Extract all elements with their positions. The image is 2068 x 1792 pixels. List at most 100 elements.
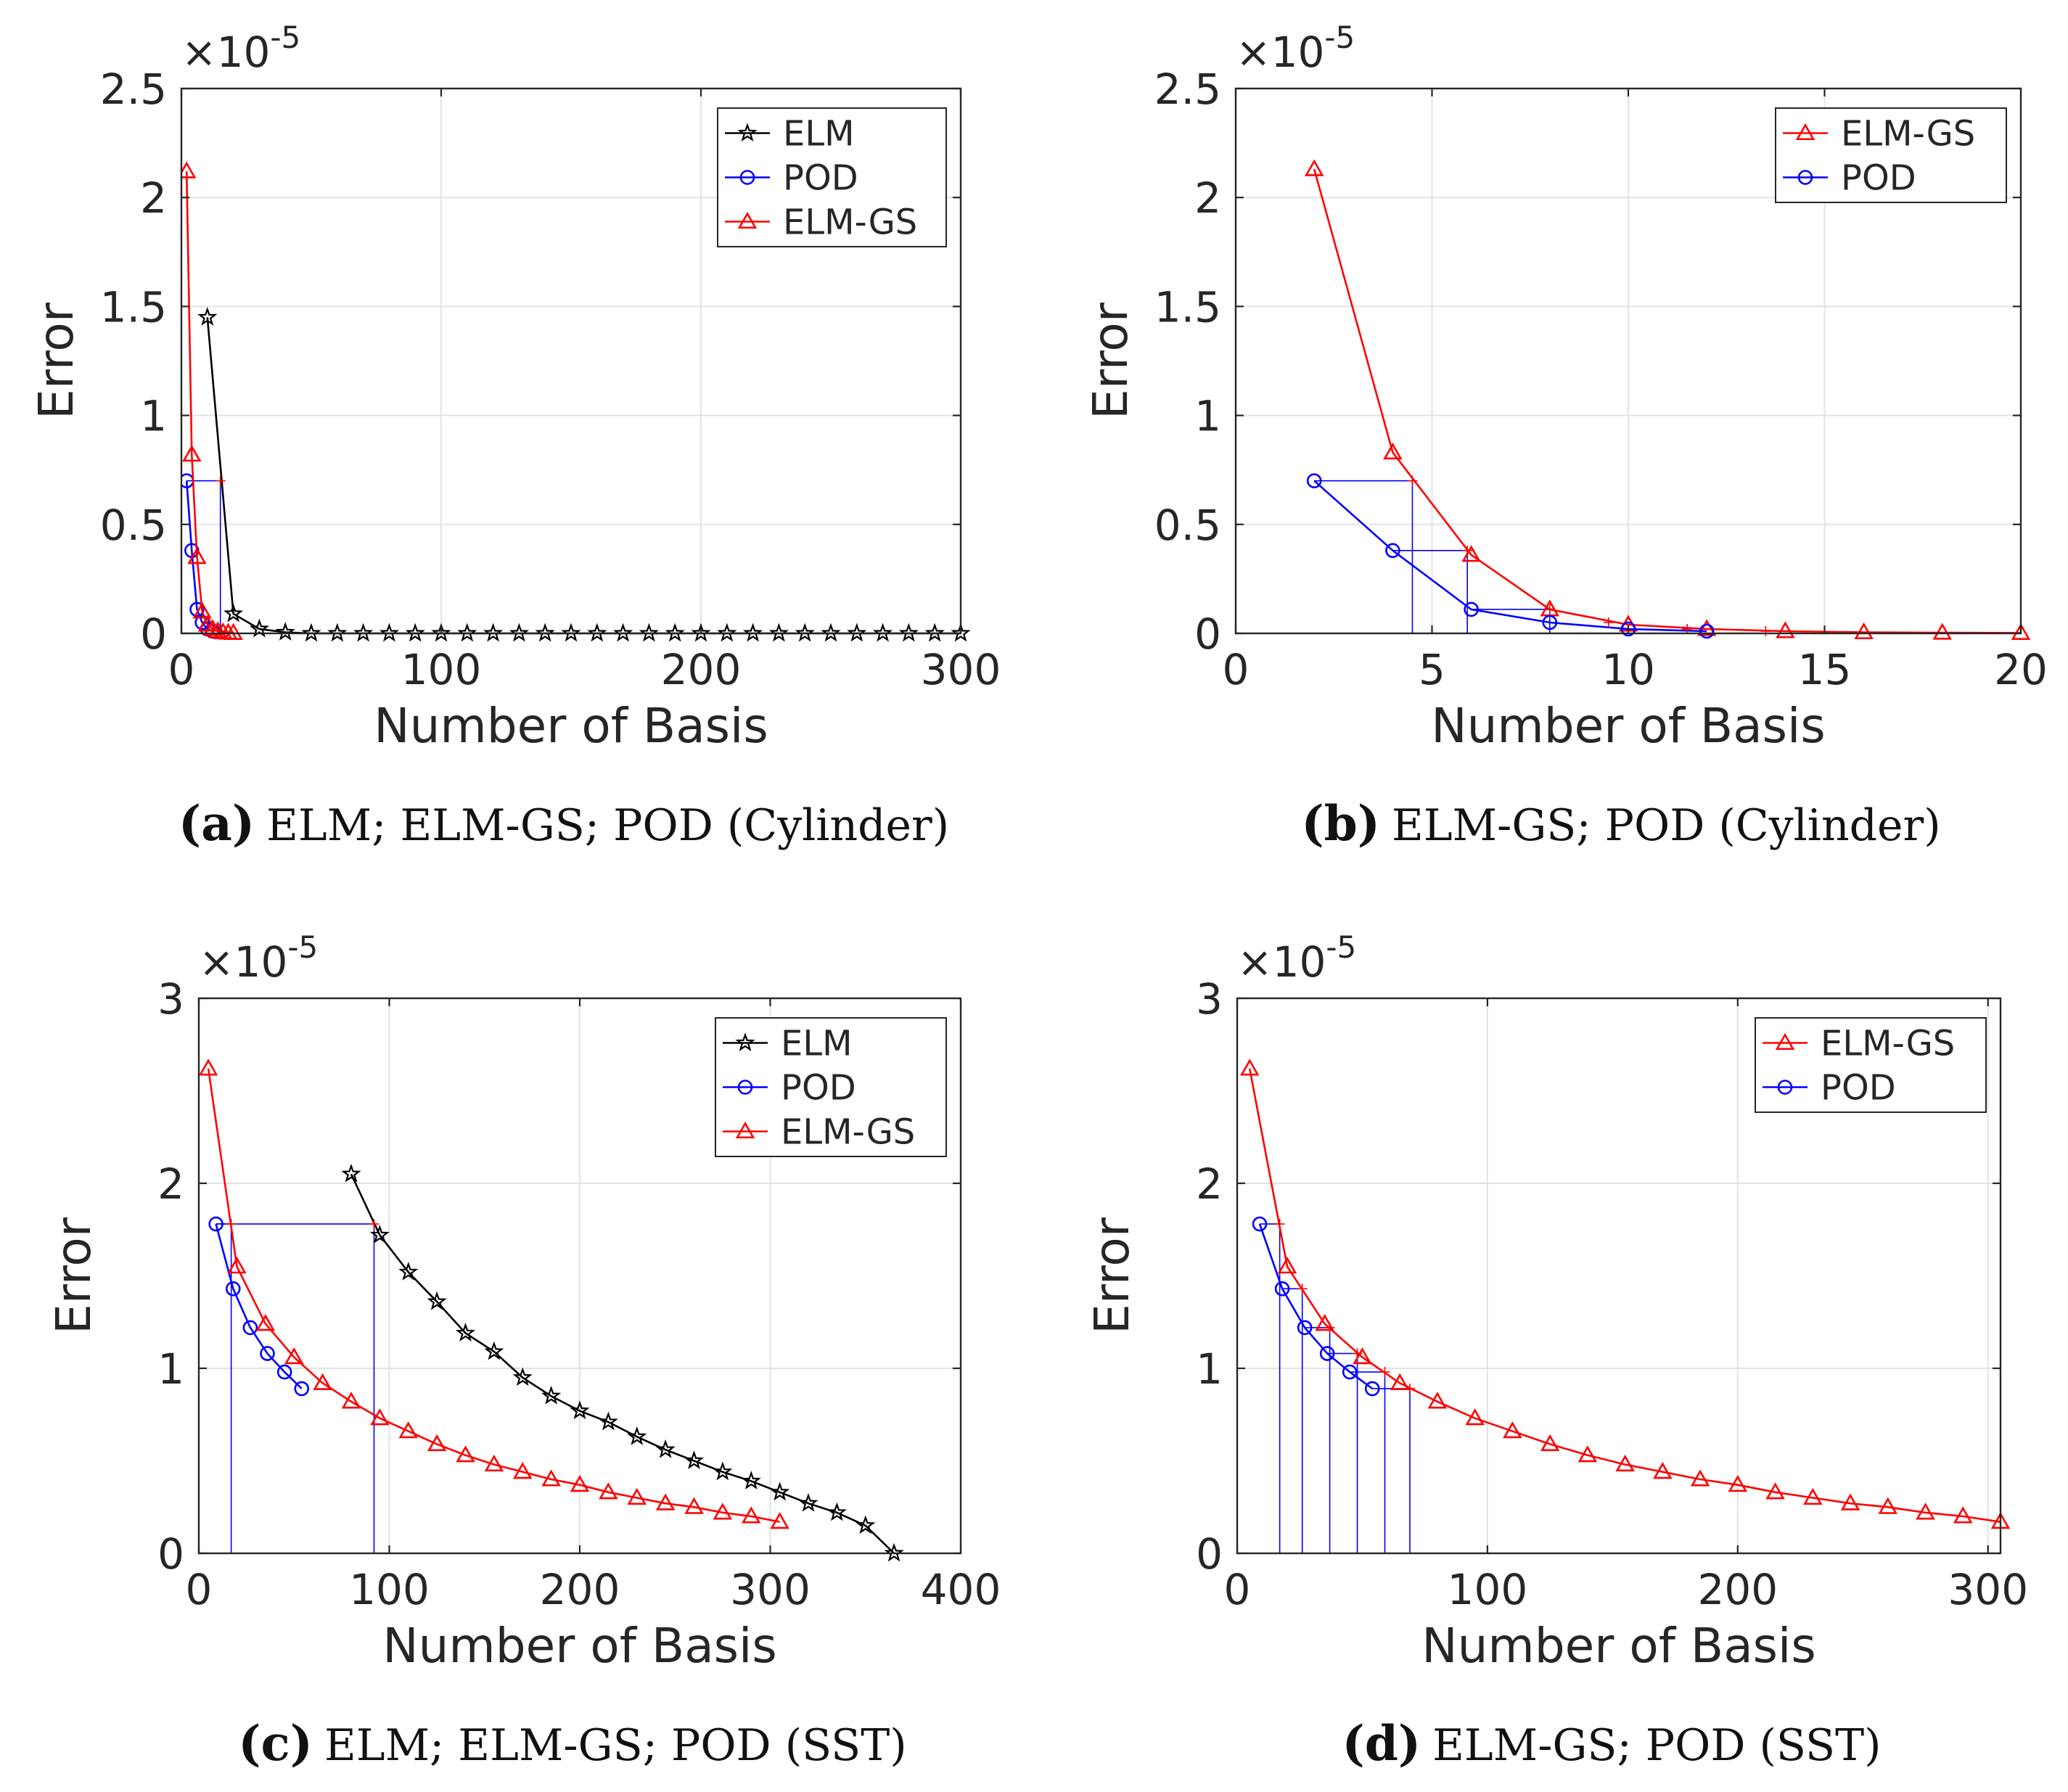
legend-item-elm-gs: ELM-GS (725, 202, 917, 243)
data-point-elm-gs (713, 1503, 733, 1520)
y-tick-label: 0 (1194, 609, 1221, 659)
data-point-elm-gs (192, 601, 212, 619)
data-point-elm (884, 1542, 904, 1562)
data-point-elm (713, 1461, 733, 1481)
guide-mark (1379, 1367, 1390, 1378)
exponent-power: -5 (287, 929, 318, 965)
data-point-pod (1252, 1216, 1268, 1232)
guide-mark (369, 1219, 379, 1230)
data-point-elm (655, 1439, 676, 1458)
legend-label: ELM (783, 114, 854, 155)
data-point-elm-gs (1615, 1454, 1635, 1472)
data-point-pod (1699, 623, 1715, 639)
guide-mark (1682, 623, 1693, 634)
data-point-elm-gs (255, 1314, 276, 1331)
caption-letter: (c) (238, 1715, 313, 1772)
series-line-elm (206, 317, 961, 635)
data-point-elm (369, 1225, 390, 1244)
legend-item-pod: POD (1763, 1068, 1896, 1109)
data-point-pod (189, 601, 205, 617)
legend-marker (737, 123, 758, 142)
guide-mark (1462, 545, 1473, 556)
data-point-elm-gs (1240, 1059, 1260, 1076)
caption: (b) ELM-GS; POD (Cylinder) (1301, 795, 1940, 852)
data-point-elm-gs (1878, 1497, 1898, 1514)
series-line-elm-gs (1248, 1068, 2001, 1523)
data-point-pod (1620, 621, 1636, 637)
exponent-label: ×10-5 (181, 20, 300, 77)
data-point-elm-gs (456, 1445, 475, 1463)
exponent-label: ×10-5 (199, 929, 318, 987)
data-point-pod (242, 1320, 258, 1336)
guide-mark (1760, 625, 1771, 636)
legend-marker (1775, 1032, 1795, 1051)
data-point-pod (294, 1381, 310, 1397)
data-point-elm (795, 622, 815, 642)
data-point-elm-gs (570, 1475, 590, 1492)
y-tick-label: 3 (1196, 974, 1223, 1024)
data-point-elm-gs (742, 1506, 761, 1524)
caption: (c) ELM; ELM-GS; POD (SST) (238, 1715, 906, 1772)
x-tick-label: 100 (1448, 1565, 1528, 1614)
legend-marker (1777, 1080, 1793, 1095)
legend-marker (737, 211, 758, 229)
data-point-elm-gs (208, 621, 228, 638)
y-tick-label: 2 (1196, 1159, 1223, 1209)
chart-c: 0 100 200 300 400 0 1 2 3 ×10-5 Number of Basis Err… (46, 929, 1001, 1772)
data-point-elm-gs (1803, 1487, 1823, 1505)
x-tick-label: 0 (168, 645, 195, 694)
legend-marker (1795, 123, 1815, 141)
data-point-elm (612, 622, 633, 642)
data-point-elm-gs (684, 1497, 704, 1514)
guide-mark (1352, 1348, 1363, 1359)
data-point-elm-gs (1953, 1506, 1973, 1524)
data-point-elm-gs (1696, 619, 1717, 636)
data-point-elm-gs (187, 547, 207, 564)
data-point-elm (301, 622, 321, 642)
series-line-pod (1313, 480, 1707, 633)
guide-mark (1404, 1384, 1415, 1394)
data-point-elm-gs (1315, 1314, 1334, 1331)
y-tick-label: 1 (1194, 392, 1221, 441)
x-tick-label: 0 (1224, 1565, 1251, 1614)
y-tick-label: 2 (1194, 173, 1221, 223)
data-point-elm-gs (1690, 1469, 1710, 1487)
y-tick-label: 1 (1196, 1344, 1223, 1394)
data-point-elm-gs (1353, 1347, 1372, 1365)
series-line-pod (1258, 1223, 1374, 1390)
data-point-elm-gs (199, 1059, 218, 1076)
caption-letter: (a) (179, 795, 255, 852)
y-axis-label: Error (46, 1217, 102, 1334)
data-point-elm-gs (1390, 1373, 1410, 1390)
legend-label: POD (1841, 158, 1916, 199)
data-point-elm (570, 1400, 590, 1420)
plot-area (1240, 1059, 2011, 1553)
data-point-elm (431, 622, 451, 642)
data-point-elm (639, 622, 660, 642)
data-point-pod (276, 1364, 292, 1380)
x-axis-label: Number of Basis (374, 698, 768, 754)
data-point-elm-gs (313, 1373, 332, 1390)
guide-mark (1274, 1219, 1285, 1230)
legend-label: POD (781, 1068, 856, 1109)
data-point-elm (821, 622, 841, 642)
data-point-elm (691, 622, 711, 642)
data-point-pod (208, 1216, 223, 1232)
chart-b: 0 5 10 15 20 0 0.5 1 1.5 2 2.5 ×10-5 Number of Basis… (1083, 20, 2048, 852)
data-point-pod (1274, 1281, 1290, 1296)
data-point-elm-gs (1503, 1421, 1522, 1439)
data-point-elm-gs (1540, 1434, 1560, 1452)
data-point-elm-gs (1916, 1503, 1935, 1520)
caption-text: ELM; ELM-GS; POD (Cylinder) (266, 800, 949, 851)
legend-item-elm-gs: ELM-GS (1783, 114, 1975, 155)
data-point-elm (826, 1502, 847, 1521)
data-point-elm (535, 622, 555, 642)
chart-a: 0 100 200 300 0 0.5 1 1.5 2 2.5 ×10-5 Number of Bas… (28, 20, 1001, 852)
axes-box (1236, 997, 2002, 1555)
data-point-elm (427, 1291, 447, 1310)
data-point-elm-gs (1854, 622, 1874, 640)
legend-label: ELM-GS (783, 202, 917, 243)
x-tick-label: 100 (401, 645, 482, 694)
